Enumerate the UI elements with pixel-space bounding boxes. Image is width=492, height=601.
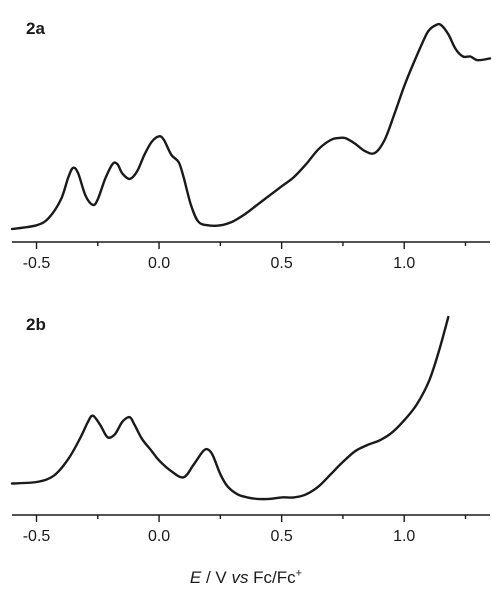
x-axis-title: E / V vs Fc/Fc+ xyxy=(0,568,492,588)
x-axis-vs: vs xyxy=(231,568,249,587)
x-axis-reference-charge: + xyxy=(295,567,303,580)
x-tick-label: -0.5 xyxy=(23,255,51,272)
x-axis-unit: / V xyxy=(201,568,232,587)
x-axis-variable: E xyxy=(189,568,202,587)
panel-2b: 2b -0.5 0.0 0.5 1.0 xyxy=(10,315,490,545)
x-axis-reference: Fc/Fc xyxy=(248,568,296,587)
voltammogram-trace xyxy=(10,315,450,501)
x-tick-label: 0.5 xyxy=(271,255,293,272)
x-tick-label: 1.0 xyxy=(393,528,415,545)
panel-label: 2a xyxy=(26,19,45,38)
x-tick-label: 1.0 xyxy=(393,255,415,272)
x-tick-label: 0.0 xyxy=(148,528,170,545)
x-tick-label: 0.0 xyxy=(148,255,170,272)
x-tick-label: -0.5 xyxy=(23,528,51,545)
x-tick-label: 0.5 xyxy=(271,528,293,545)
panel-2a: 2a -0.5 0.0 0.5 1.0 xyxy=(10,19,492,272)
voltammogram-trace xyxy=(10,22,492,231)
panel-label: 2b xyxy=(26,315,46,334)
